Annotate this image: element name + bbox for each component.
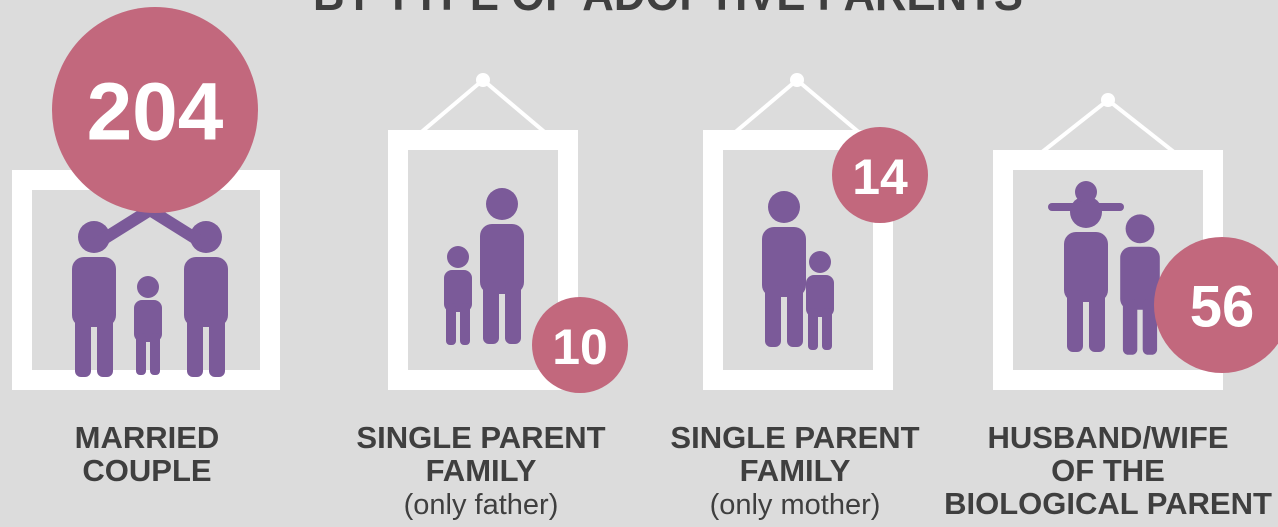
infographic: BY TYPE OF ADOPTIVE PARENTS 204 MARRIED … [0, 0, 1278, 527]
title: BY TYPE OF ADOPTIVE PARENTS [313, 0, 1023, 20]
label: SINGLE PARENT [356, 420, 605, 455]
icon-part [444, 246, 472, 345]
icon-part [1120, 214, 1160, 354]
note: (only father) [404, 489, 559, 521]
father-icon [444, 188, 524, 345]
icon-part [1075, 181, 1097, 203]
label: MARRIED [75, 420, 220, 455]
count: 56 [1190, 275, 1255, 340]
icon-part [1048, 203, 1124, 211]
label: FAMILY [740, 453, 851, 488]
label: SINGLE PARENT [670, 420, 919, 455]
label: HUSBAND/WIFE [987, 420, 1228, 455]
label: BIOLOGICAL PARENT [944, 486, 1272, 521]
family-icon [72, 210, 228, 377]
label: COUPLE [82, 453, 211, 488]
icon-part [806, 251, 834, 350]
nail [476, 73, 490, 87]
icon-part [762, 191, 806, 347]
icon-part [94, 210, 206, 245]
count: 14 [852, 149, 908, 205]
icon-part [1064, 196, 1108, 352]
icon-part [134, 276, 162, 375]
note: (only mother) [710, 489, 881, 521]
label: FAMILY [426, 453, 537, 488]
count: 204 [87, 67, 224, 158]
count: 10 [552, 319, 608, 375]
mother-icon [762, 191, 834, 350]
icon-part [480, 188, 524, 344]
nail [1101, 93, 1115, 107]
nail [790, 73, 804, 87]
step-family-icon [1048, 181, 1160, 355]
label: OF THE [1051, 453, 1165, 488]
